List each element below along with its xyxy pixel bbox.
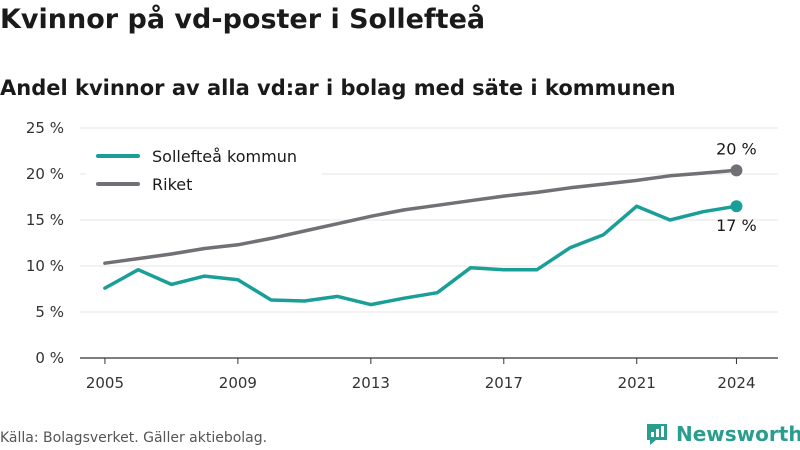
brand-name: Newsworthy — [676, 422, 800, 446]
x-tick-label: 2013 — [352, 374, 390, 392]
y-tick-label: 15 % — [26, 211, 64, 229]
x-tick-label: 2009 — [219, 374, 257, 392]
series-lines — [103, 164, 743, 307]
series-line-riket — [103, 168, 739, 265]
x-tick-label: 2005 — [86, 374, 124, 392]
y-tick-label: 20 % — [26, 165, 64, 183]
legend-label: Riket — [152, 175, 192, 194]
y-tick-label: 0 % — [35, 349, 64, 367]
series-line-kommun — [103, 204, 739, 307]
line-chart: 0 % 5 % 10 % 15 % 20 % 25 % 2005 2009 2013 2017 20… — [26, 119, 778, 392]
y-tick-label: 10 % — [26, 257, 64, 275]
y-tick-label: 5 % — [35, 303, 64, 321]
x-tick-label: 2024 — [717, 374, 755, 392]
legend: Sollefteå kommun Riket — [86, 140, 322, 202]
end-labels: 20 % 17 % — [716, 139, 757, 235]
series-end-point-riket — [730, 164, 743, 177]
chart-title: Kvinnor på vd-poster i Sollefteå — [0, 4, 486, 35]
x-tick-label: 2017 — [485, 374, 523, 392]
end-label-riket: 20 % — [716, 139, 757, 158]
brand-logo: Newsworthy — [644, 421, 800, 447]
source-note: Källa: Bolagsverket. Gäller aktiebolag. — [0, 430, 268, 446]
x-tick-label: 2021 — [618, 374, 656, 392]
legend-background — [86, 140, 322, 202]
newsworthy-logo-icon — [647, 424, 667, 445]
series-end-point-kommun — [730, 200, 743, 213]
axes: 0 % 5 % 10 % 15 % 20 % 25 % 2005 2009 2013 2017 20… — [26, 119, 778, 392]
legend-label: Sollefteå kommun — [152, 147, 297, 166]
chart-subtitle: Andel kvinnor av alla vd:ar i bolag med … — [0, 76, 676, 100]
end-label-kommun: 17 % — [716, 216, 757, 235]
y-tick-label: 25 % — [26, 119, 64, 137]
